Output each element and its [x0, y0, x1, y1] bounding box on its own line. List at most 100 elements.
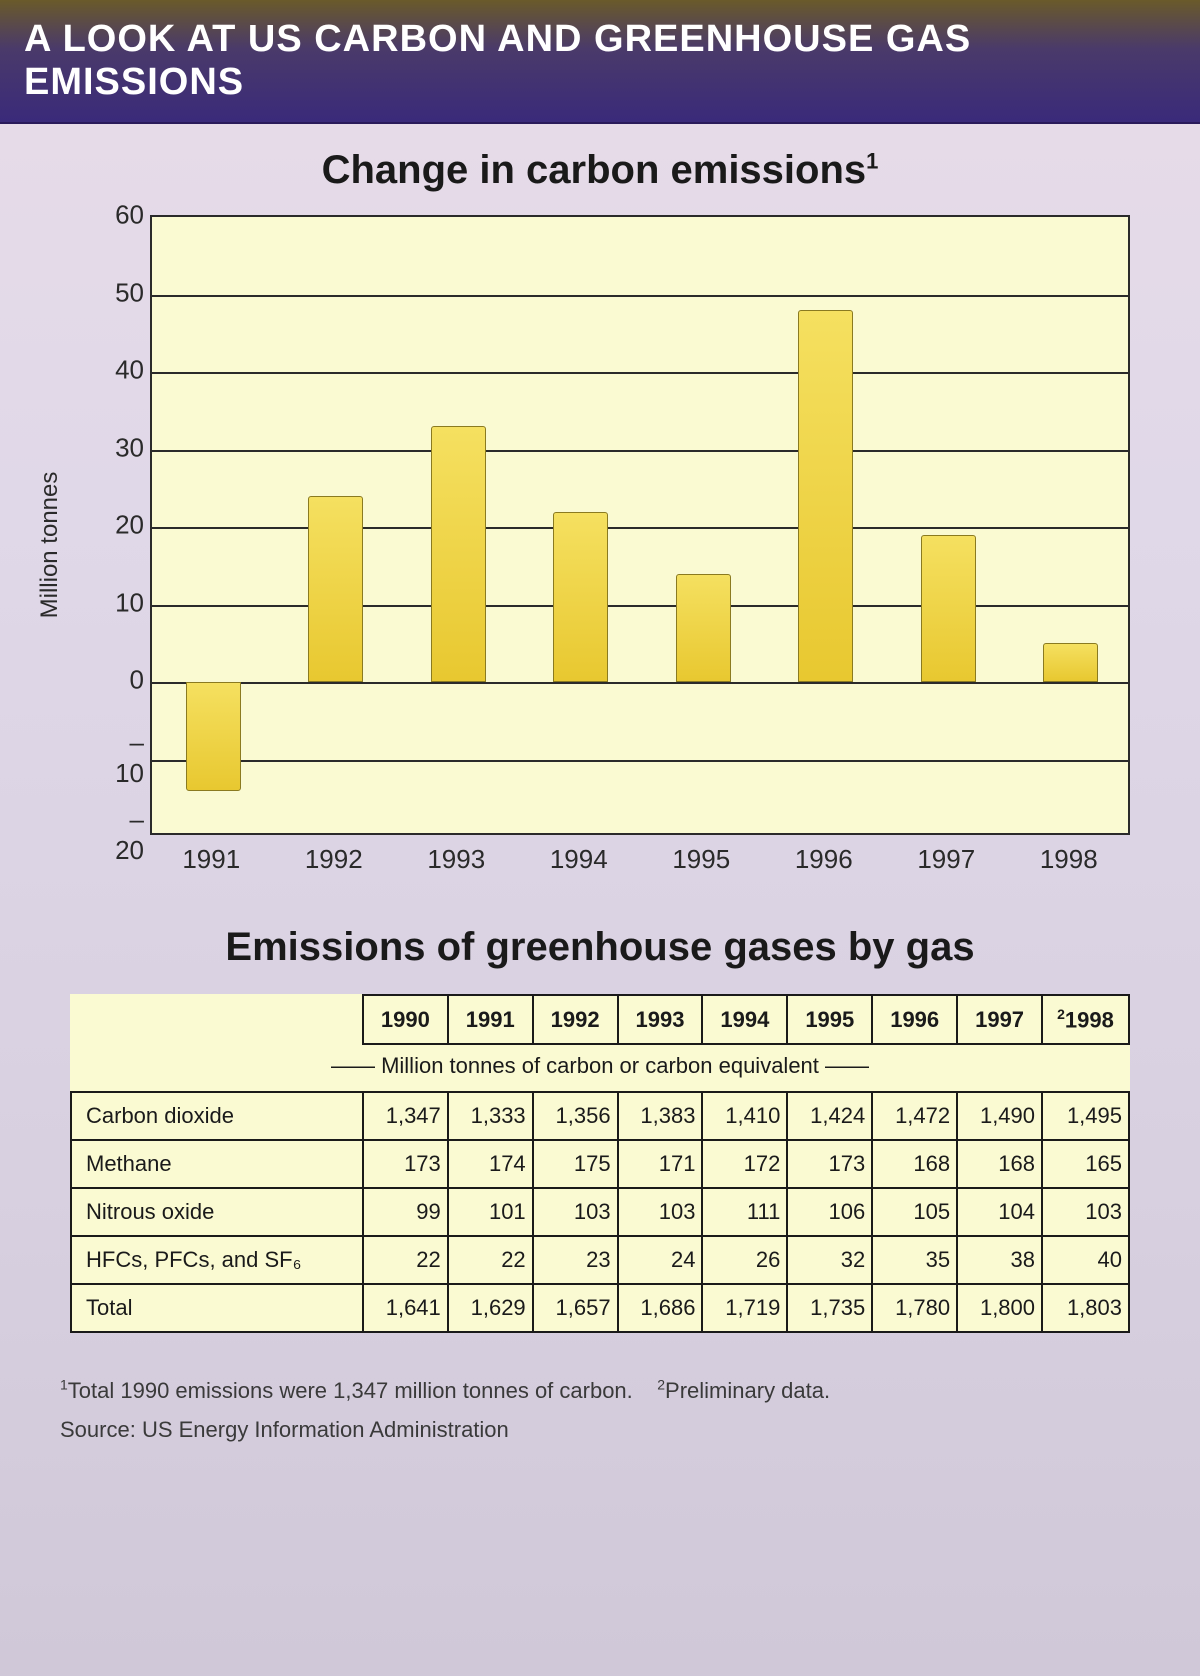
- cell: 1,780: [872, 1284, 957, 1332]
- y-tick-label: 10: [108, 587, 144, 618]
- table-col-header: 1994: [702, 995, 787, 1044]
- table-row: Total1,6411,6291,6571,6861,7191,7351,780…: [71, 1284, 1129, 1332]
- cell: 1,657: [533, 1284, 618, 1332]
- emissions-table: 1990199119921993199419951996199721998—— …: [70, 994, 1130, 1333]
- plot-area: [150, 215, 1130, 835]
- cell: 106: [787, 1188, 872, 1236]
- cell: 1,641: [363, 1284, 448, 1332]
- bar: [308, 496, 363, 682]
- bar: [186, 682, 241, 791]
- row-label: Nitrous oxide: [71, 1188, 363, 1236]
- cell: 1,735: [787, 1284, 872, 1332]
- table-col-header: 1991: [448, 995, 533, 1044]
- x-tick-label: 1996: [795, 844, 853, 875]
- cell: 1,472: [872, 1092, 957, 1140]
- cell: 1,495: [1042, 1092, 1129, 1140]
- cell: 35: [872, 1236, 957, 1284]
- cell: 101: [448, 1188, 533, 1236]
- x-tick-label: 1995: [672, 844, 730, 875]
- x-tick-label: 1994: [550, 844, 608, 875]
- cell: 38: [957, 1236, 1042, 1284]
- y-axis-label: Million tonnes: [36, 472, 64, 619]
- table-col-header: 1995: [787, 995, 872, 1044]
- bar: [921, 535, 976, 682]
- table-row: Methane173174175171172173168168165: [71, 1140, 1129, 1188]
- x-tick-label: 1993: [427, 844, 485, 875]
- table-subheader-text: —— Million tonnes of carbon or carbon eq…: [71, 1044, 1129, 1092]
- row-label: Methane: [71, 1140, 363, 1188]
- cell: 168: [872, 1140, 957, 1188]
- chart-title-sup: 1: [866, 149, 878, 174]
- table-header-row: 1990199119921993199419951996199721998: [71, 995, 1129, 1044]
- cell: 1,410: [702, 1092, 787, 1140]
- cell: 1,356: [533, 1092, 618, 1140]
- bar: [431, 426, 486, 682]
- row-label: Carbon dioxide: [71, 1092, 363, 1140]
- table-wrap: 1990199119921993199419951996199721998—— …: [70, 994, 1130, 1333]
- header-bar: A LOOK AT US CARBON AND GREENHOUSE GAS E…: [0, 0, 1200, 124]
- y-tick-label: 60: [108, 200, 144, 231]
- cell: 1,383: [618, 1092, 703, 1140]
- y-tick-label: 50: [108, 277, 144, 308]
- cell: 1,333: [448, 1092, 533, 1140]
- y-tick-label: –10: [108, 727, 144, 789]
- cell: 175: [533, 1140, 618, 1188]
- cell: 172: [702, 1140, 787, 1188]
- gridline: [152, 372, 1128, 374]
- gridline: [152, 682, 1128, 684]
- cell: 1,490: [957, 1092, 1042, 1140]
- bar: [553, 512, 608, 683]
- cell: 173: [363, 1140, 448, 1188]
- gridline: [152, 450, 1128, 452]
- bar: [1043, 643, 1098, 682]
- table-col-header: 1993: [618, 995, 703, 1044]
- chart-title-text: Change in carbon emissions: [322, 148, 867, 192]
- table-col-header: 1997: [957, 995, 1042, 1044]
- gridline: [152, 527, 1128, 529]
- cell: 105: [872, 1188, 957, 1236]
- row-label: Total: [71, 1284, 363, 1332]
- cell: 26: [702, 1236, 787, 1284]
- cell: 173: [787, 1140, 872, 1188]
- y-tick-label: 0: [108, 665, 144, 696]
- cell: 1,800: [957, 1284, 1042, 1332]
- cell: 1,424: [787, 1092, 872, 1140]
- cell: 1,719: [702, 1284, 787, 1332]
- cell: 168: [957, 1140, 1042, 1188]
- cell: 171: [618, 1140, 703, 1188]
- table-row: HFCs, PFCs, and SF₆222223242632353840: [71, 1236, 1129, 1284]
- gridline: [152, 295, 1128, 297]
- bar: [676, 574, 731, 683]
- gridline: [152, 605, 1128, 607]
- cell: 165: [1042, 1140, 1129, 1188]
- cell: 22: [363, 1236, 448, 1284]
- cell: 24: [618, 1236, 703, 1284]
- table-col-header: 21998: [1042, 995, 1129, 1044]
- source-line: Source: US Energy Information Administra…: [60, 1417, 1160, 1443]
- x-tick-label: 1992: [305, 844, 363, 875]
- table-row: Nitrous oxide99101103103111106105104103: [71, 1188, 1129, 1236]
- cell: 23: [533, 1236, 618, 1284]
- table-title: Emissions of greenhouse gases by gas: [40, 925, 1160, 970]
- y-tick-label: 40: [108, 355, 144, 386]
- cell: 103: [533, 1188, 618, 1236]
- table-col-header: 1996: [872, 995, 957, 1044]
- source-text: US Energy Information Administration: [142, 1417, 509, 1442]
- source-label: Source:: [60, 1417, 142, 1442]
- y-tick-label: 20: [108, 510, 144, 541]
- x-tick-label: 1998: [1040, 844, 1098, 875]
- y-tick-label: 30: [108, 432, 144, 463]
- table-col-header: 1992: [533, 995, 618, 1044]
- cell: 1,629: [448, 1284, 533, 1332]
- x-tick-label: 1997: [917, 844, 975, 875]
- cell: 1,803: [1042, 1284, 1129, 1332]
- cell: 32: [787, 1236, 872, 1284]
- footnote-2: Preliminary data.: [665, 1378, 830, 1403]
- row-label: HFCs, PFCs, and SF₆: [71, 1236, 363, 1284]
- cell: 99: [363, 1188, 448, 1236]
- x-tick-label: 1991: [182, 844, 240, 875]
- footnote-1-sup: 1: [60, 1377, 68, 1393]
- gridline: [152, 760, 1128, 762]
- y-tick-label: –20: [108, 804, 144, 866]
- cell: 1,686: [618, 1284, 703, 1332]
